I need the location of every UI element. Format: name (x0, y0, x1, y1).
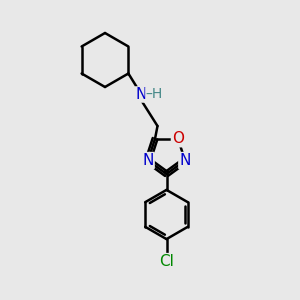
Text: Cl: Cl (159, 254, 174, 269)
Text: N: N (179, 153, 191, 168)
Text: O: O (172, 131, 184, 146)
Text: N: N (135, 87, 147, 102)
Text: –H: –H (146, 88, 163, 101)
Text: N: N (142, 153, 154, 168)
